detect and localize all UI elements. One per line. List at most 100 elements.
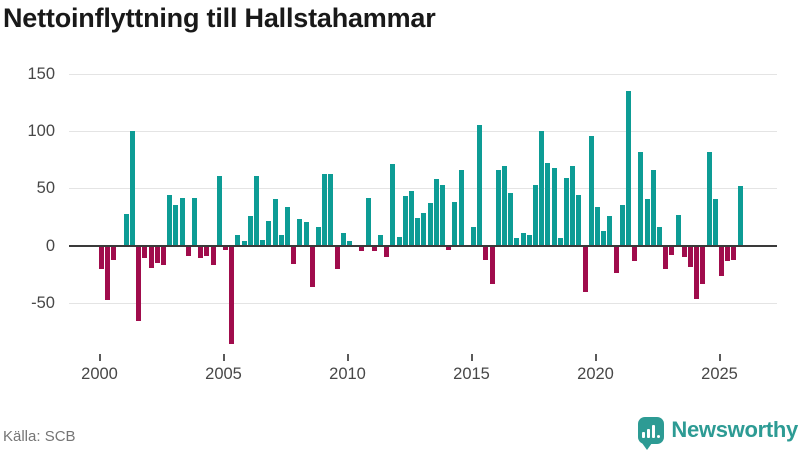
bar <box>309 246 315 287</box>
y-axis-tick-label: 0 <box>45 236 55 255</box>
logo-exclamation-dot <box>657 434 661 438</box>
x-axis-tick <box>718 354 721 361</box>
gridline <box>69 188 777 190</box>
chart-title: Nettoinflyttning till Hallstahammar <box>3 3 436 33</box>
bar <box>371 246 377 252</box>
newsworthy-logo[interactable]: Newsworthy <box>638 412 798 450</box>
bar <box>285 206 290 245</box>
y-axis-tick-label: 50 <box>36 179 55 198</box>
x-axis-tick-label: 2015 <box>453 365 490 383</box>
bar <box>185 246 191 256</box>
x-axis-tick-label: 2005 <box>205 365 242 383</box>
bar <box>384 246 390 257</box>
bar <box>130 131 135 245</box>
bar <box>216 175 222 245</box>
x-axis-tick-label: 2025 <box>701 365 738 383</box>
gridline <box>69 73 777 75</box>
bar <box>123 213 129 245</box>
bar <box>192 197 197 245</box>
bar <box>322 173 328 245</box>
bar <box>588 135 594 245</box>
bar <box>359 246 365 252</box>
bar <box>644 198 650 245</box>
logo-bar-tall <box>652 424 656 438</box>
bar <box>514 237 520 245</box>
gridline <box>69 130 777 132</box>
bar <box>148 246 154 269</box>
bar <box>247 215 253 245</box>
bar <box>471 227 476 245</box>
x-axis-tick <box>346 354 349 361</box>
bar <box>477 125 483 245</box>
x-axis-tick-label: 2020 <box>577 365 614 383</box>
bar <box>340 233 346 245</box>
bar <box>712 198 718 245</box>
x-axis-tick <box>222 354 225 361</box>
bar <box>657 227 662 245</box>
bar <box>545 163 551 245</box>
bar <box>576 195 582 245</box>
x-axis-tick-label: 2010 <box>329 365 366 383</box>
bar <box>533 185 538 245</box>
bar <box>719 246 724 277</box>
bar <box>557 237 563 245</box>
bar <box>551 167 557 245</box>
logo-bar-small <box>642 431 646 438</box>
logo-bar-medium <box>647 428 651 438</box>
bar <box>179 197 185 245</box>
bar <box>316 227 321 245</box>
bar <box>483 246 489 261</box>
bar <box>601 230 607 245</box>
bar <box>303 221 309 245</box>
bar <box>632 246 638 262</box>
bar <box>328 173 334 245</box>
bar <box>173 204 179 245</box>
bar <box>725 246 731 262</box>
bar <box>650 170 656 245</box>
bar <box>241 241 247 245</box>
bar <box>347 241 352 245</box>
bar <box>619 204 625 245</box>
y-axis-tick-label: 150 <box>27 64 55 83</box>
bar <box>694 246 700 300</box>
brand-name: Newsworthy <box>671 417 798 442</box>
bar <box>688 246 693 268</box>
bar <box>415 218 421 245</box>
x-axis-tick <box>594 354 597 361</box>
logo-speech-tail <box>642 442 652 450</box>
bar <box>595 206 600 245</box>
bar <box>402 196 408 245</box>
bar <box>278 235 284 245</box>
bar <box>105 246 111 301</box>
bar <box>421 212 427 245</box>
bar <box>433 179 439 245</box>
bar <box>390 164 396 245</box>
zero-axis-line <box>69 244 777 247</box>
bar <box>167 195 173 245</box>
bar <box>700 246 706 285</box>
gridline <box>69 302 777 304</box>
bar <box>297 219 303 245</box>
bar <box>489 246 495 285</box>
bar <box>229 246 235 345</box>
bar <box>526 235 532 245</box>
bar <box>669 246 675 255</box>
bar <box>675 214 681 245</box>
bar <box>626 90 631 245</box>
bar <box>737 186 743 245</box>
bar <box>731 246 737 261</box>
bar <box>638 151 644 245</box>
bar <box>427 203 433 245</box>
bar <box>607 215 613 245</box>
bar <box>452 202 458 245</box>
plot-area: 150 100 50 0 -50 2000 2005 2010 2015 2020 2025 <box>27 64 777 383</box>
bar <box>570 165 576 245</box>
bar <box>254 175 259 245</box>
bar-chart-speech-bubble-icon <box>638 416 665 450</box>
y-axis-tick-label: -50 <box>31 293 55 312</box>
bar <box>440 185 445 245</box>
bar <box>582 246 588 293</box>
bar <box>291 246 297 264</box>
x-axis-tick-label: 2000 <box>81 365 118 383</box>
